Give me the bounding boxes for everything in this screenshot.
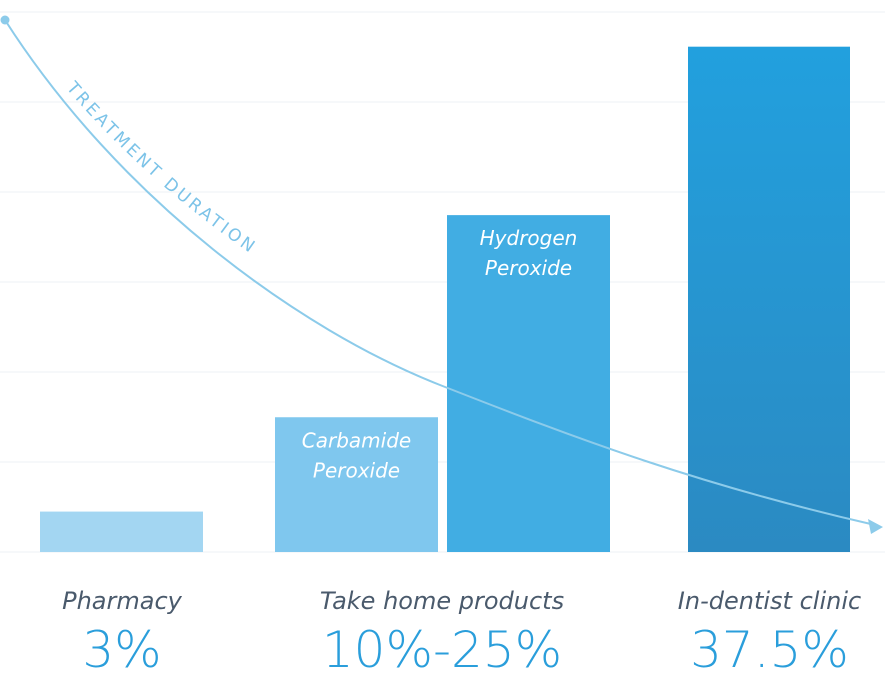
bar-label-line: Peroxide <box>485 256 572 280</box>
group-pharmacy: Pharmacy 3% <box>22 584 222 682</box>
bar-label: Carbamide Peroxide <box>302 428 411 482</box>
group-value-take-home: 10%-25% <box>321 621 563 679</box>
group-value-dentist: 37.5% <box>690 621 849 679</box>
bar-hydrogen-peroxide <box>447 215 610 552</box>
curve-label-text: TREATMENT DURATION <box>62 77 258 258</box>
bar-label-line: Hydrogen <box>480 226 578 250</box>
chart: Carbamide Peroxide Hydrogen Peroxide TREATM… <box>0 11 885 553</box>
curve-start-dot <box>0 15 10 25</box>
curve-label: TREATMENT DURATION <box>62 77 261 258</box>
group-take-home: Take home products 10%-25% <box>292 584 592 682</box>
bar-label-line: Carbamide <box>302 428 411 452</box>
group-label-dentist: In-dentist clinic <box>677 587 862 615</box>
bar-carbamide-peroxide <box>275 417 438 552</box>
treatment-duration-line <box>4 19 876 526</box>
bars: Carbamide Peroxide Hydrogen Peroxide <box>40 46 850 552</box>
bar-label: Hydrogen Peroxide <box>480 226 578 280</box>
group-value-pharmacy: 3% <box>82 621 162 679</box>
bar-pharmacy <box>40 511 203 552</box>
group-dentist: In-dentist clinic 37.5% <box>657 584 882 682</box>
group-label-pharmacy: Pharmacy <box>62 587 182 615</box>
bar-label-line: Peroxide <box>313 458 400 482</box>
bar-in-dentist-clinic <box>688 46 850 552</box>
curve-arrowhead <box>868 519 883 534</box>
group-label-take-home: Take home products <box>319 587 565 615</box>
